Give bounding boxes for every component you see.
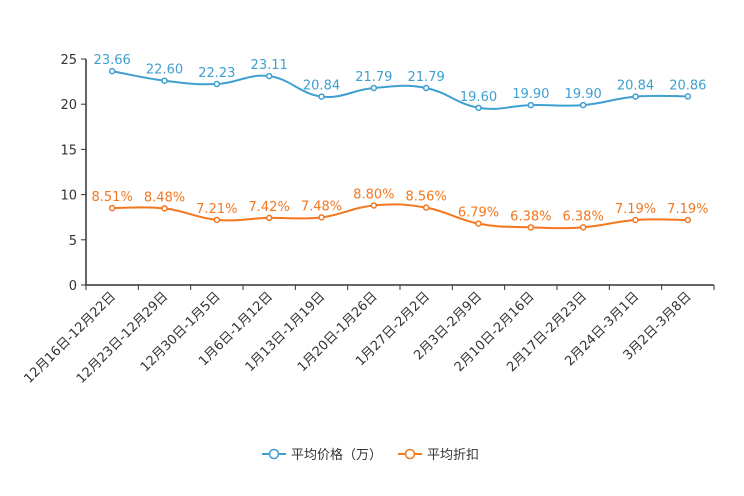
data-point[interactable] [684, 216, 692, 224]
data-label: 22.60 [146, 63, 183, 78]
data-point[interactable] [632, 93, 639, 100]
data-label: 8.80% [353, 187, 394, 202]
data-point[interactable] [579, 224, 587, 231]
data-point[interactable] [422, 204, 430, 211]
data-point[interactable] [161, 205, 168, 212]
data-point[interactable] [265, 72, 273, 80]
data-label: 21.79 [355, 70, 392, 85]
legend-label: 平均折扣 [427, 448, 479, 463]
legend-item-1[interactable]: 平均折扣 [398, 448, 479, 463]
legend-label: 平均价格（万） [291, 447, 382, 463]
data-point[interactable] [684, 93, 692, 100]
data-point[interactable] [527, 224, 535, 231]
data-point[interactable] [475, 220, 482, 227]
data-label: 7.19% [615, 202, 656, 217]
data-point[interactable] [108, 204, 116, 212]
data-point[interactable] [213, 80, 221, 88]
data-label: 7.21% [196, 202, 237, 217]
y-tick-label: 25 [60, 53, 77, 68]
data-label: 7.19% [667, 202, 708, 217]
data-point[interactable] [527, 101, 535, 109]
legend-item-0[interactable]: 平均价格（万） [262, 447, 382, 463]
chart-legend[interactable]: 平均价格（万） 平均折扣 [262, 447, 479, 463]
data-point[interactable] [108, 67, 116, 75]
chart-series: 23.66 22.60 22.23 23.11 20.84 21.79 21.79 19.60… [92, 53, 708, 231]
data-point[interactable] [422, 84, 430, 92]
legend-marker [268, 448, 280, 460]
data-point[interactable] [370, 84, 378, 92]
data-label: 23.66 [94, 53, 131, 68]
data-point[interactable] [632, 216, 639, 224]
y-tick-label: 10 [60, 189, 77, 204]
data-label: 7.48% [301, 199, 342, 214]
data-point[interactable] [318, 214, 325, 221]
data-point[interactable] [475, 104, 482, 112]
data-label: 22.23 [198, 66, 235, 81]
series-line [112, 203, 688, 230]
x-tick-label: 12月23日-12月29日 [74, 289, 171, 386]
x-tick-label: 12月16日-12月22日 [22, 289, 119, 386]
data-label: 20.84 [303, 79, 340, 94]
series-1: 8.51% 8.48% 7.21% 7.42% 7.48% 8.80% 8.56% 6.79%… [92, 187, 708, 231]
data-label: 19.90 [512, 87, 549, 102]
data-label: 8.51% [92, 190, 133, 205]
data-label: 23.11 [251, 58, 288, 73]
data-point[interactable] [265, 214, 273, 222]
data-label: 8.56% [406, 190, 447, 205]
series-line [111, 70, 688, 110]
data-label: 20.86 [669, 78, 706, 93]
y-tick-label: 5 [69, 234, 77, 249]
data-label: 19.90 [565, 87, 602, 102]
data-label: 8.48% [144, 190, 185, 205]
legend-marker [404, 448, 416, 460]
data-label: 7.42% [249, 200, 290, 215]
data-point[interactable] [318, 93, 325, 100]
data-label: 19.60 [460, 90, 497, 105]
data-label: 6.38% [563, 209, 604, 224]
data-point[interactable] [370, 202, 378, 209]
data-label: 20.84 [617, 79, 654, 94]
series-0: 23.66 22.60 22.23 23.11 20.84 21.79 21.79 19.60… [94, 53, 706, 112]
y-tick-label: 20 [60, 98, 77, 113]
data-point[interactable] [161, 77, 168, 84]
chart-axes: 051015202512月16日-12月22日12月23日-12月29日12月3… [22, 53, 715, 387]
data-label: 21.79 [408, 70, 445, 85]
data-point[interactable] [579, 101, 587, 109]
data-label: 6.38% [510, 209, 551, 224]
y-tick-label: 15 [60, 143, 77, 158]
y-tick-label: 0 [69, 279, 77, 294]
data-point[interactable] [213, 216, 221, 224]
data-label: 6.79% [458, 206, 499, 221]
